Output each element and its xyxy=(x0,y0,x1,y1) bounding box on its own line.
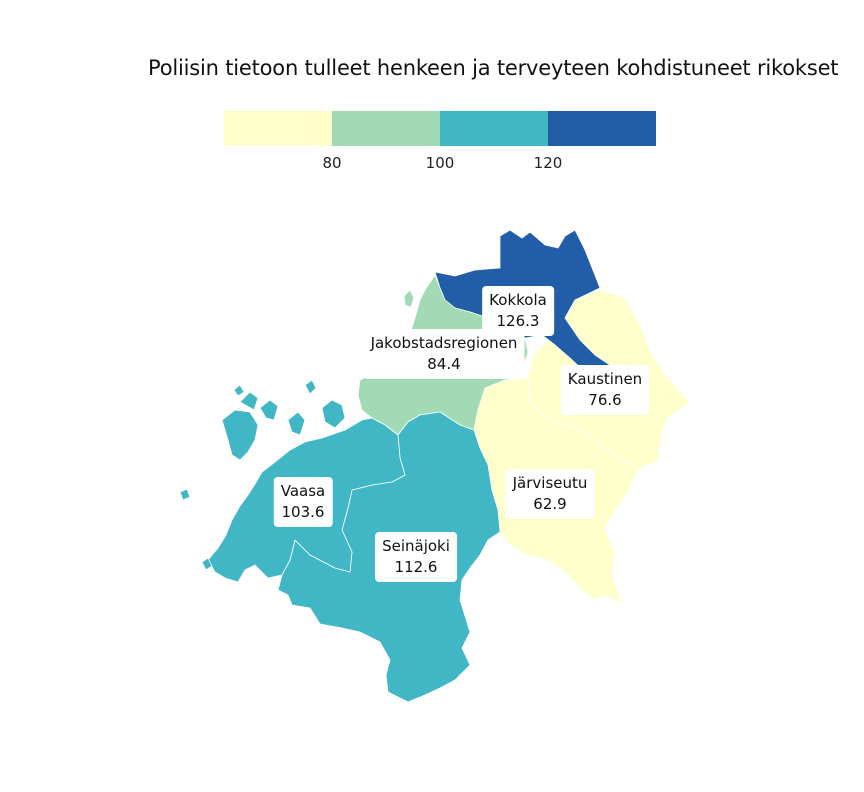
legend-color-bar xyxy=(224,111,656,146)
region-vaasa-island-6 xyxy=(321,399,346,429)
label-kaustinen-name: Kaustinen xyxy=(567,370,643,388)
label-jakobstad: Jakobstadsregionen 84.4 xyxy=(363,329,525,379)
region-vaasa-island-9 xyxy=(201,557,213,571)
label-seinajoki-value: 112.6 xyxy=(394,558,438,576)
label-seinajoki: Seinäjoki 112.6 xyxy=(375,532,457,582)
label-kaustinen-value: 76.6 xyxy=(588,391,622,409)
label-kokkola: Kokkola 126.3 xyxy=(482,286,554,336)
label-seinajoki-name: Seinäjoki xyxy=(382,537,450,555)
legend-swatch-4 xyxy=(548,111,656,146)
region-vaasa-island-1 xyxy=(221,409,259,461)
label-kokkola-name: Kokkola xyxy=(489,291,547,309)
label-jakobstad-value: 84.4 xyxy=(427,355,461,373)
label-kaustinen: Kaustinen 76.6 xyxy=(560,365,650,415)
legend-swatch-3 xyxy=(440,111,548,146)
region-vaasa-island-3 xyxy=(259,399,279,421)
legend-tick-100: 100 xyxy=(425,154,455,172)
label-kokkola-value: 126.3 xyxy=(496,312,540,330)
label-vaasa: Vaasa 103.6 xyxy=(273,477,333,527)
region-vaasa-island-2 xyxy=(239,391,259,411)
label-jarviseutu: Järviseutu 62.9 xyxy=(505,469,595,519)
label-jarviseutu-value: 62.9 xyxy=(533,495,567,513)
label-jarviseutu-name: Järviseutu xyxy=(512,474,588,492)
region-vaasa-island-7 xyxy=(233,384,245,397)
region-jakobstad-islet xyxy=(403,289,415,308)
legend-swatch-2 xyxy=(332,111,440,146)
region-vaasa-island-4 xyxy=(287,411,306,436)
label-vaasa-name: Vaasa xyxy=(280,482,326,500)
legend-tick-80: 80 xyxy=(322,154,342,172)
legend-swatch-1 xyxy=(224,111,332,146)
region-vaasa-island-5 xyxy=(304,379,317,395)
map-title: Poliisin tietoon tulleet henkeen ja terv… xyxy=(148,56,839,80)
label-jakobstad-name: Jakobstadsregionen xyxy=(370,334,518,352)
region-vaasa-island-8 xyxy=(179,488,191,501)
label-vaasa-value: 103.6 xyxy=(281,503,325,521)
legend-tick-120: 120 xyxy=(533,154,563,172)
